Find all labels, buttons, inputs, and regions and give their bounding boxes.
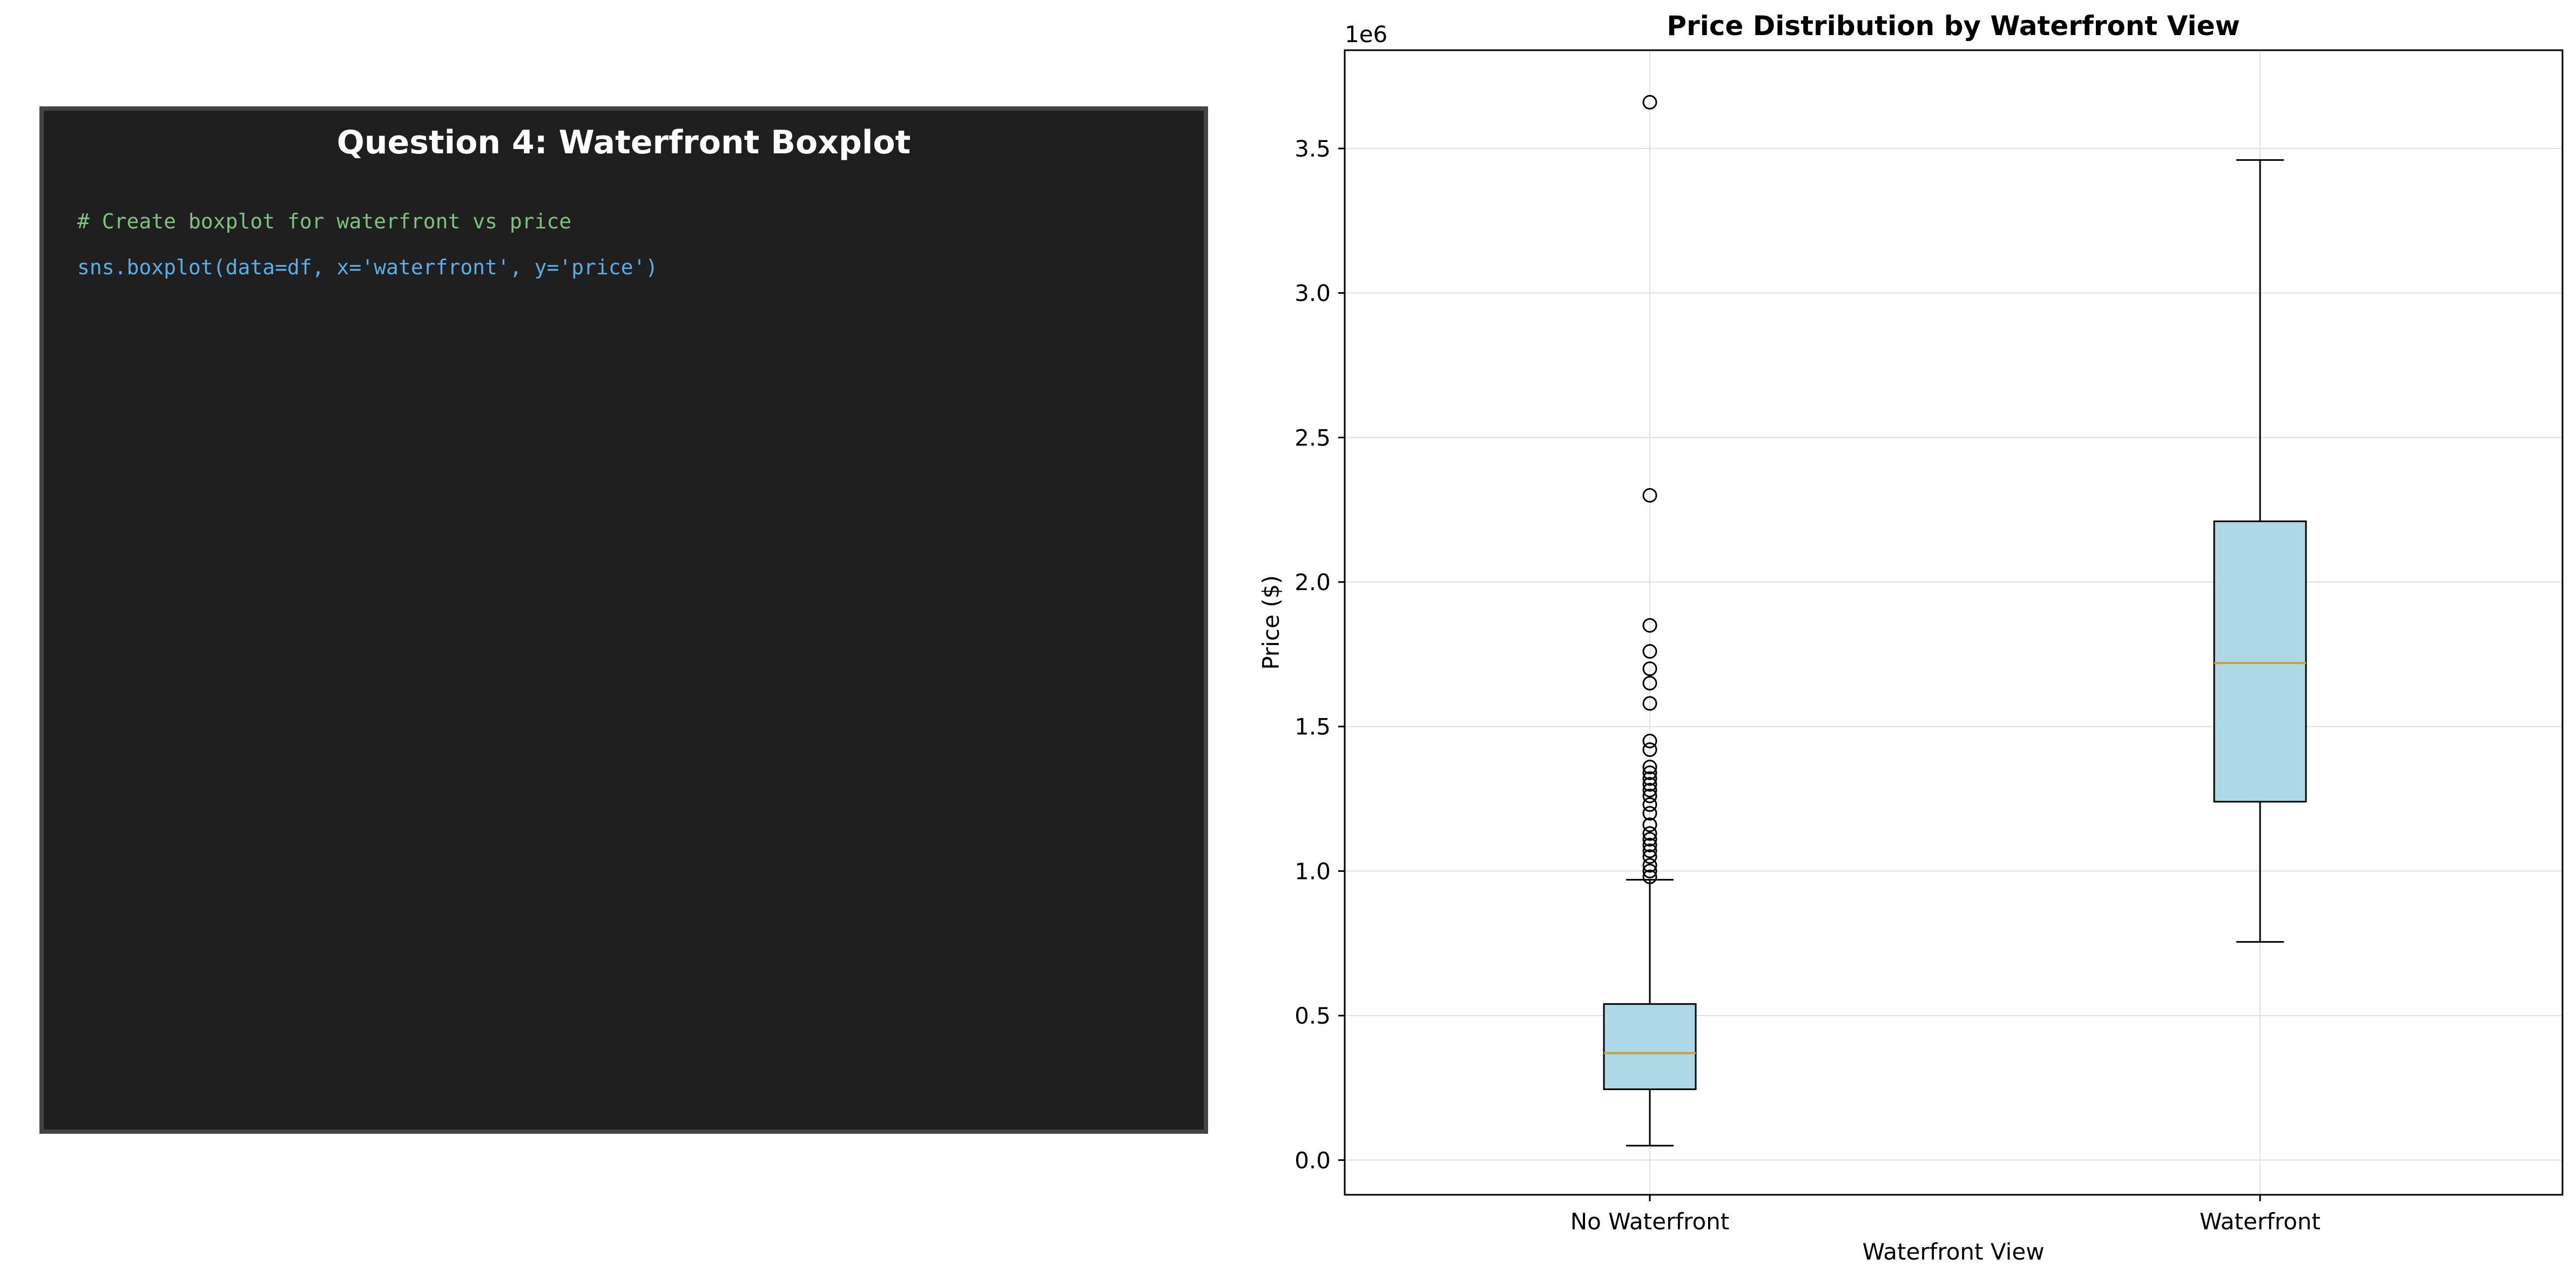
outlier-point <box>1642 777 1657 792</box>
plot-frame <box>1344 49 2564 1196</box>
outlier-point <box>1642 797 1657 812</box>
y-tick-label: 3.0 <box>1294 280 1331 307</box>
box-iqr <box>2213 520 2307 803</box>
x-axis-label: Waterfront View <box>1862 1239 2044 1265</box>
y-tick-label: 0.0 <box>1294 1147 1331 1174</box>
outlier-point <box>1642 760 1657 775</box>
code-panel: Question 4: Waterfront Boxplot # Create … <box>39 106 1208 1134</box>
outlier-point <box>1642 869 1657 884</box>
outlier-point <box>1642 788 1657 803</box>
outlier-point <box>1642 806 1657 821</box>
outlier-point <box>1642 618 1657 633</box>
outlier-point <box>1642 771 1657 786</box>
outlier-point <box>1642 843 1657 858</box>
outlier-point <box>1642 837 1657 852</box>
y-axis-label: Price ($) <box>1258 575 1284 669</box>
outlier-point <box>1642 696 1657 711</box>
tick-layer: 0.0 0.5 1.0 1.5 2.0 2.5 3.0 3.5 No Waterfront Wat… <box>1294 136 2321 1235</box>
y-tick-label: 1.0 <box>1294 858 1331 884</box>
outlier-point <box>1642 832 1657 847</box>
outlier-point <box>1642 644 1657 659</box>
grid-layer <box>1345 50 2562 1195</box>
outlier-point <box>1642 826 1657 841</box>
y-tick-label: 1.5 <box>1294 714 1331 740</box>
outlier-point <box>1642 661 1657 676</box>
y-offset-text: 1e6 <box>1345 21 1387 48</box>
code-panel-title: Question 4: Waterfront Boxplot <box>336 124 911 161</box>
outlier-point <box>1642 94 1657 110</box>
y-tick-label: 2.5 <box>1294 424 1331 451</box>
code-comment: # Create boxplot for waterfront vs price <box>77 209 572 233</box>
outlier-point <box>1642 817 1657 833</box>
outlier-point <box>1642 488 1657 503</box>
outlier-point <box>1642 783 1657 798</box>
outlier-point <box>1642 675 1657 691</box>
y-tick-label: 2.0 <box>1294 569 1331 595</box>
code-statement: sns.boxplot(data=df, x='waterfront', y='… <box>77 255 658 279</box>
y-tick-label: 3.5 <box>1294 136 1331 162</box>
box-iqr <box>1603 1003 1697 1091</box>
outlier-point <box>1642 742 1657 757</box>
outlier-point <box>1642 849 1657 864</box>
x-tick-label: Waterfront <box>2200 1208 2321 1235</box>
chart-title: Price Distribution by Waterfront View <box>1667 10 2240 42</box>
y-tick-label: 0.5 <box>1294 1003 1331 1029</box>
outlier-point <box>1642 863 1657 878</box>
outlier-point <box>1642 765 1657 780</box>
outlier-point <box>1642 733 1657 748</box>
x-tick-label: No Waterfront <box>1570 1208 1730 1235</box>
box-layer <box>1603 94 2307 1147</box>
outlier-point <box>1642 858 1657 873</box>
